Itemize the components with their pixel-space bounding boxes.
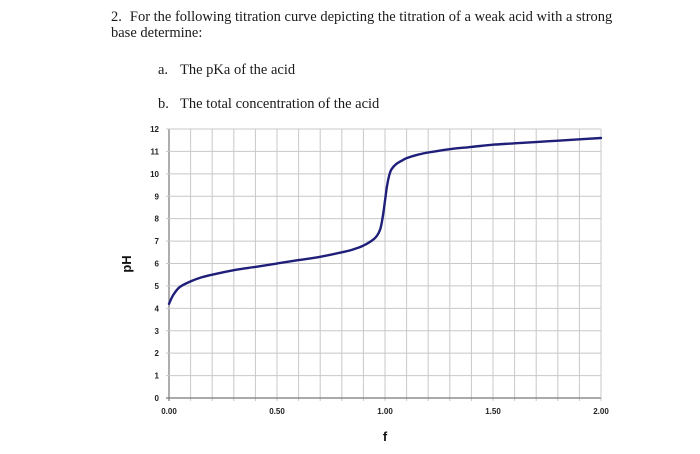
y-axis-label: pH bbox=[119, 255, 134, 272]
titration-curve bbox=[167, 136, 603, 306]
svg-text:0.00: 0.00 bbox=[161, 407, 177, 416]
svg-text:0.50: 0.50 bbox=[269, 407, 285, 416]
svg-text:0: 0 bbox=[155, 394, 160, 403]
item-label: b. bbox=[158, 96, 169, 112]
svg-text:3: 3 bbox=[155, 327, 160, 336]
item-text: The pKa of the acid bbox=[180, 62, 296, 78]
question-line-2: base determine: bbox=[111, 25, 203, 41]
chart-grid bbox=[166, 128, 602, 401]
svg-text:7: 7 bbox=[155, 237, 160, 246]
question-text: 2. For the following titration curve depi… bbox=[111, 9, 681, 41]
item-text: The total concentration of the acid bbox=[180, 96, 380, 112]
svg-text:1: 1 bbox=[155, 372, 160, 381]
item-label: a. bbox=[158, 62, 169, 78]
question-item-b: b. The total concentration of the acid bbox=[158, 96, 379, 113]
question-line-1: For the following titration curve depict… bbox=[129, 9, 613, 25]
svg-text:5: 5 bbox=[155, 282, 160, 291]
svg-text:1.50: 1.50 bbox=[485, 407, 501, 416]
question-number: 2. bbox=[111, 9, 122, 25]
svg-text:6: 6 bbox=[155, 260, 160, 269]
svg-text:2: 2 bbox=[155, 349, 160, 358]
svg-text:10: 10 bbox=[150, 170, 159, 179]
svg-text:1.00: 1.00 bbox=[377, 407, 393, 416]
svg-text:4: 4 bbox=[155, 304, 160, 313]
svg-text:11: 11 bbox=[151, 147, 160, 156]
svg-text:12: 12 bbox=[150, 125, 159, 134]
svg-text:9: 9 bbox=[155, 192, 160, 201]
question-item-a: a. The pKa of the acid bbox=[158, 62, 295, 79]
svg-text:2.00: 2.00 bbox=[593, 407, 609, 416]
svg-text:8: 8 bbox=[155, 215, 160, 224]
x-axis-label: f bbox=[383, 429, 388, 444]
